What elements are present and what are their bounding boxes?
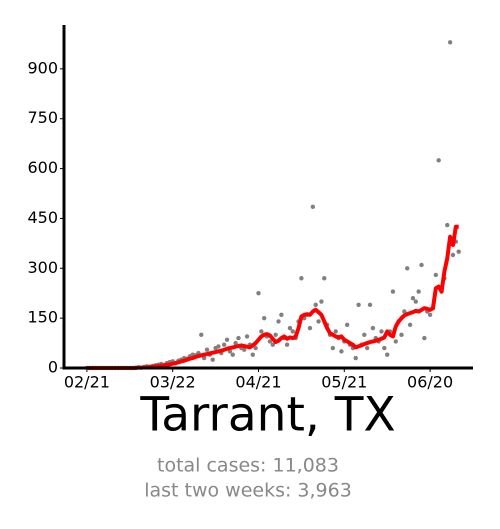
- daily-point: [382, 345, 387, 351]
- daily-point: [407, 322, 413, 327]
- daily-point: [370, 325, 376, 331]
- daily-point: [307, 325, 313, 331]
- daily-point: [310, 204, 316, 210]
- y-tick-label: 0: [48, 358, 58, 377]
- daily-point: [241, 347, 247, 352]
- daily-point: [199, 332, 204, 337]
- daily-point: [413, 299, 418, 304]
- daily-point: [244, 334, 250, 339]
- daily-point: [393, 339, 398, 344]
- daily-point: [456, 249, 461, 254]
- daily-point: [287, 325, 293, 331]
- daily-point: [402, 309, 407, 314]
- daily-point: [344, 322, 350, 327]
- daily-point: [253, 345, 258, 351]
- daily-point: [230, 352, 235, 357]
- y-tick-label: 600: [27, 158, 58, 177]
- x-tick-label: 05/21: [321, 373, 367, 392]
- daily-point: [250, 352, 255, 357]
- x-tick-label: 03/22: [150, 373, 196, 392]
- total-cases: total cases: 11,083: [157, 455, 339, 477]
- daily-point: [256, 291, 261, 296]
- daily-point: [299, 276, 304, 281]
- daily-point: [450, 252, 456, 258]
- daily-point: [221, 342, 227, 347]
- daily-point: [447, 40, 453, 45]
- daily-point: [259, 329, 264, 334]
- daily-point: [233, 340, 238, 346]
- daily-point: [273, 332, 278, 337]
- daily-point: [436, 158, 441, 163]
- daily-point: [204, 347, 210, 352]
- daily-point: [316, 319, 321, 324]
- daily-point: [279, 312, 284, 318]
- x-tick-label: 04/21: [235, 373, 281, 392]
- y-tick-label: 450: [27, 208, 58, 227]
- daily-point: [364, 345, 370, 351]
- daily-point: [262, 315, 267, 321]
- daily-point: [319, 299, 324, 304]
- daily-point: [284, 342, 290, 347]
- daily-point: [270, 342, 275, 347]
- daily-point: [427, 312, 433, 318]
- y-tick-label: 300: [27, 258, 58, 277]
- x-tick-label: 02/21: [64, 373, 110, 392]
- daily-point: [224, 337, 230, 342]
- daily-point: [330, 345, 336, 351]
- daily-point: [422, 335, 427, 341]
- chart-title: Tarrant, TX: [139, 388, 395, 443]
- daily-point: [353, 355, 358, 361]
- daily-point: [322, 276, 327, 281]
- daily-point: [236, 335, 241, 341]
- daily-point: [290, 329, 296, 334]
- daily-point: [410, 296, 416, 301]
- last-two-weeks: last two weeks: 3,963: [144, 480, 352, 502]
- daily-point: [399, 332, 404, 337]
- daily-point: [433, 272, 439, 278]
- daily-point: [267, 339, 273, 344]
- daily-point: [362, 332, 367, 337]
- daily-point: [416, 289, 421, 294]
- daily-point: [405, 266, 410, 271]
- daily-point: [379, 329, 384, 334]
- daily-point: [333, 329, 338, 334]
- daily-point: [216, 344, 221, 349]
- daily-point: [445, 222, 450, 228]
- x-tick-label: 06/20: [407, 373, 453, 392]
- daily-point: [390, 289, 396, 294]
- y-tick-label: 150: [27, 308, 58, 327]
- daily-point: [356, 302, 361, 308]
- daily-point: [313, 302, 318, 308]
- y-tick-label: 750: [27, 108, 58, 127]
- daily-point: [210, 357, 215, 362]
- y-tick-label: 900: [27, 58, 58, 77]
- daily-point: [276, 319, 281, 324]
- daily-point: [339, 349, 344, 354]
- daily-point: [384, 352, 390, 357]
- daily-point: [367, 302, 373, 308]
- daily-point: [419, 262, 424, 268]
